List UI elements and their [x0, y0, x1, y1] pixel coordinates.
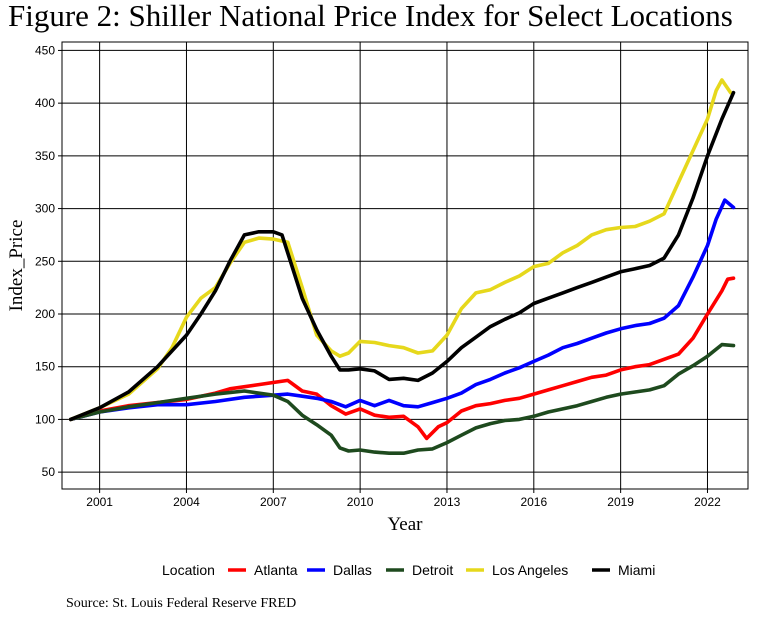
legend-title: Location: [162, 562, 215, 578]
series-line-dallas: [68, 198, 736, 422]
y-tick-label: 400: [35, 96, 55, 110]
x-tick-label: 2010: [347, 495, 374, 509]
x-tick-label: 2022: [694, 495, 721, 509]
chart-title: Figure 2: Shiller National Price Index f…: [8, 0, 733, 33]
legend-label-atlanta: Atlanta: [254, 562, 298, 578]
y-tick-label: 450: [35, 43, 55, 57]
legend-label-dallas: Dallas: [333, 562, 372, 578]
plot-panel-border: [61, 41, 749, 490]
x-tick-label: 2019: [607, 495, 634, 509]
series-line-atlanta: [68, 276, 736, 441]
x-tick-label: 2007: [260, 495, 287, 509]
legend-label-detroit: Detroit: [412, 562, 453, 578]
axes: 2001 2004 2007 2010 2013 2016 2019 2022 50 100 150…: [35, 43, 721, 509]
series-line-miami: [68, 90, 736, 422]
source-caption: Source: St. Louis Federal Reserve FRED: [66, 596, 296, 611]
y-tick-label: 200: [35, 307, 55, 321]
x-axis-title: Year: [387, 514, 423, 535]
y-tick-label: 350: [35, 149, 55, 163]
legend-label-miami: Miami: [618, 562, 655, 578]
x-tick-label: 2013: [434, 495, 461, 509]
x-tick-label: 2016: [520, 495, 547, 509]
x-tick-label: 2004: [173, 495, 200, 509]
legend-label-los-angeles: Los Angeles: [492, 562, 568, 578]
y-axis-title: Index_Price: [6, 220, 27, 312]
y-tick-label: 300: [35, 202, 55, 216]
y-tick-label: 150: [35, 360, 55, 374]
x-tick-label: 2001: [86, 495, 113, 509]
series-lines: [68, 78, 736, 455]
y-tick-label: 100: [35, 412, 55, 426]
y-tick-label: 50: [42, 465, 56, 479]
legend: Location Atlanta Dallas Detroit Los Angeles…: [162, 562, 655, 578]
series-line-detroit: [68, 342, 736, 455]
y-tick-label: 250: [35, 254, 55, 268]
